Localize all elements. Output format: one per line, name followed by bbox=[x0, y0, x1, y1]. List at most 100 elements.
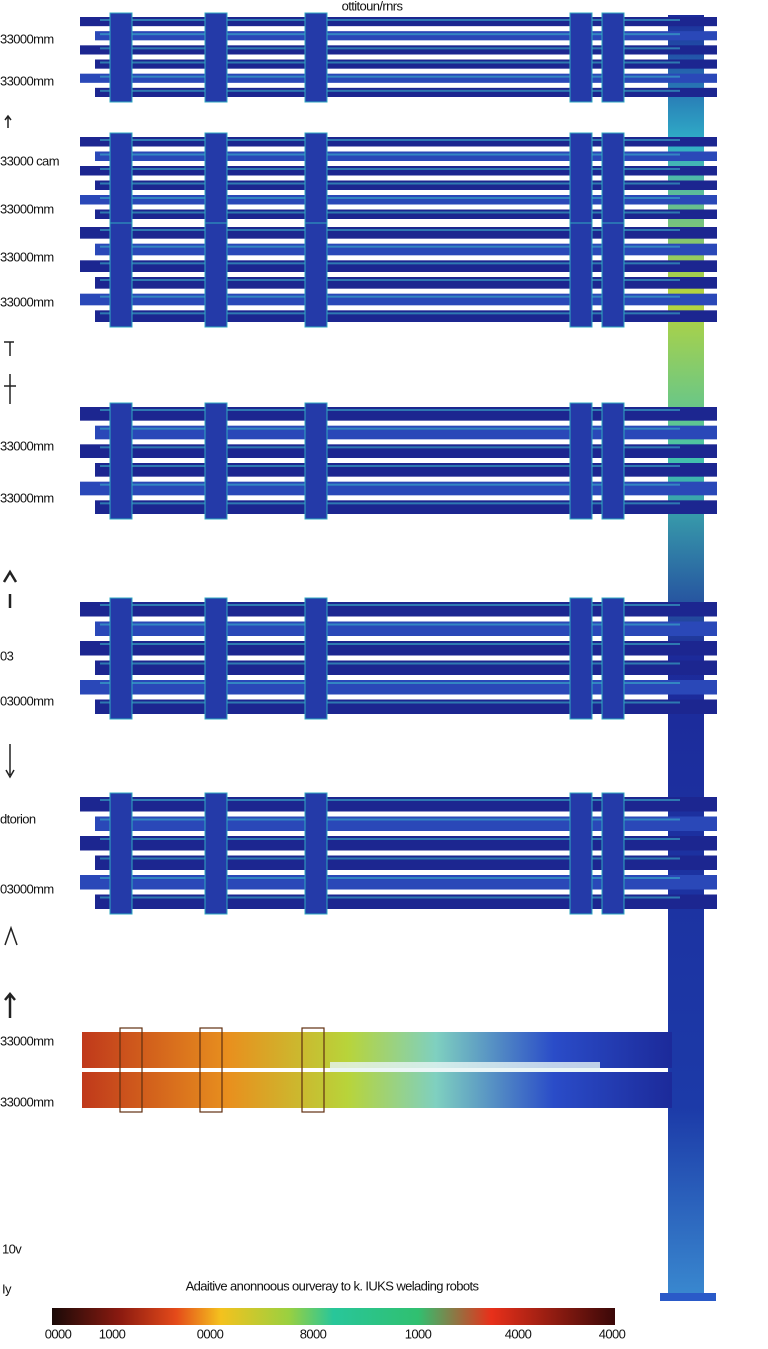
clamp bbox=[109, 597, 133, 720]
beam bbox=[95, 31, 717, 41]
structure bbox=[80, 12, 717, 1301]
beam-highlight bbox=[100, 211, 680, 214]
clamp bbox=[109, 222, 133, 328]
clamp bbox=[304, 792, 328, 915]
beam-highlight bbox=[100, 465, 680, 467]
colorbar-label: 1000 bbox=[99, 1326, 126, 1341]
beam-highlight bbox=[100, 701, 680, 704]
beam bbox=[95, 243, 717, 256]
beam-highlight bbox=[100, 682, 680, 684]
colorbar bbox=[52, 1308, 615, 1325]
label: 03000mm bbox=[0, 693, 54, 708]
beam-highlight bbox=[100, 262, 680, 265]
clamp bbox=[569, 12, 593, 103]
label: 33000mm bbox=[0, 201, 54, 216]
label: 33000mm bbox=[0, 73, 54, 88]
colorbar-label: 4000 bbox=[599, 1326, 626, 1341]
title: ottitoun/rnrs bbox=[342, 0, 404, 13]
clamp bbox=[109, 402, 133, 520]
beam-highlight bbox=[100, 89, 680, 92]
hot-beam bbox=[82, 1072, 672, 1108]
beam bbox=[95, 180, 717, 190]
hot-gap bbox=[330, 1062, 600, 1072]
beam bbox=[95, 151, 717, 161]
clamp bbox=[204, 222, 228, 328]
colorbar-label: 0000 bbox=[45, 1326, 72, 1341]
clamp bbox=[569, 132, 593, 225]
beam bbox=[95, 87, 717, 97]
clamp bbox=[304, 597, 328, 720]
clamp bbox=[601, 132, 625, 225]
beam-highlight bbox=[100, 153, 680, 156]
beam-highlight bbox=[100, 229, 680, 231]
beam-highlight bbox=[100, 604, 680, 606]
beam-highlight bbox=[100, 279, 680, 281]
colorbar-label: 0000 bbox=[197, 1326, 224, 1341]
beam-highlight bbox=[100, 139, 680, 141]
beam-highlight bbox=[100, 799, 680, 801]
clamp bbox=[601, 792, 625, 915]
label: 10v bbox=[2, 1241, 22, 1256]
colorbar-label: 4000 bbox=[505, 1326, 532, 1341]
beam-highlight bbox=[100, 623, 680, 626]
clamp bbox=[204, 132, 228, 225]
clamp bbox=[569, 402, 593, 520]
beam bbox=[95, 310, 717, 322]
label: 33000mm bbox=[0, 1094, 54, 1109]
beam-highlight bbox=[100, 502, 680, 505]
beam-highlight bbox=[100, 61, 680, 64]
beam-highlight bbox=[100, 47, 680, 50]
clamp bbox=[204, 12, 228, 103]
clamp bbox=[601, 12, 625, 103]
colorbar-label: 8000 bbox=[300, 1326, 327, 1341]
clamp bbox=[304, 12, 328, 103]
clamp bbox=[601, 222, 625, 328]
label: 33000mm bbox=[0, 490, 54, 505]
caption: Adaitive anonnoous ourveray to k. IUKS w… bbox=[186, 1278, 480, 1293]
clamp bbox=[109, 792, 133, 915]
beam-highlight bbox=[100, 857, 680, 860]
label: 33000mm bbox=[0, 438, 54, 453]
clamp bbox=[304, 402, 328, 520]
beam bbox=[80, 17, 717, 27]
hot-clamp bbox=[199, 1027, 223, 1113]
beam-highlight bbox=[100, 75, 680, 78]
beam bbox=[80, 227, 717, 239]
left-labels: 33000mm 33000mm 33000 cam 33000mm 33000m… bbox=[0, 31, 60, 1296]
beam-highlight bbox=[100, 818, 680, 821]
beam-highlight bbox=[100, 838, 680, 840]
clamp bbox=[109, 12, 133, 103]
arrows bbox=[2, 114, 18, 1018]
label: Iy bbox=[2, 1281, 12, 1296]
beam bbox=[80, 260, 717, 272]
label: 33000mm bbox=[0, 294, 54, 309]
clamp bbox=[304, 222, 328, 328]
beam-highlight bbox=[100, 427, 680, 430]
label: 33000mm bbox=[0, 1033, 54, 1048]
clamp bbox=[204, 402, 228, 520]
clamp bbox=[601, 597, 625, 720]
beam bbox=[80, 195, 717, 205]
beam-highlight bbox=[100, 662, 680, 665]
beam-highlight bbox=[100, 168, 680, 170]
clamp bbox=[601, 402, 625, 520]
beam-highlight bbox=[100, 245, 680, 248]
beam bbox=[80, 166, 717, 176]
beam bbox=[80, 73, 717, 83]
beam bbox=[80, 137, 717, 147]
label: 03 bbox=[0, 648, 14, 663]
beam-highlight bbox=[100, 312, 680, 315]
beam bbox=[95, 209, 717, 219]
label: dtorion bbox=[0, 811, 36, 826]
colorbar-labels: 0000 1000 0000 8000 1000 4000 4000 bbox=[45, 1326, 626, 1341]
beam bbox=[95, 277, 717, 289]
clamp bbox=[569, 222, 593, 328]
beam-highlight bbox=[100, 643, 680, 645]
clamp bbox=[204, 792, 228, 915]
clamp bbox=[204, 597, 228, 720]
beam-highlight bbox=[100, 409, 680, 411]
clamp bbox=[569, 792, 593, 915]
beam-highlight bbox=[100, 483, 680, 486]
beam-highlight bbox=[100, 877, 680, 879]
